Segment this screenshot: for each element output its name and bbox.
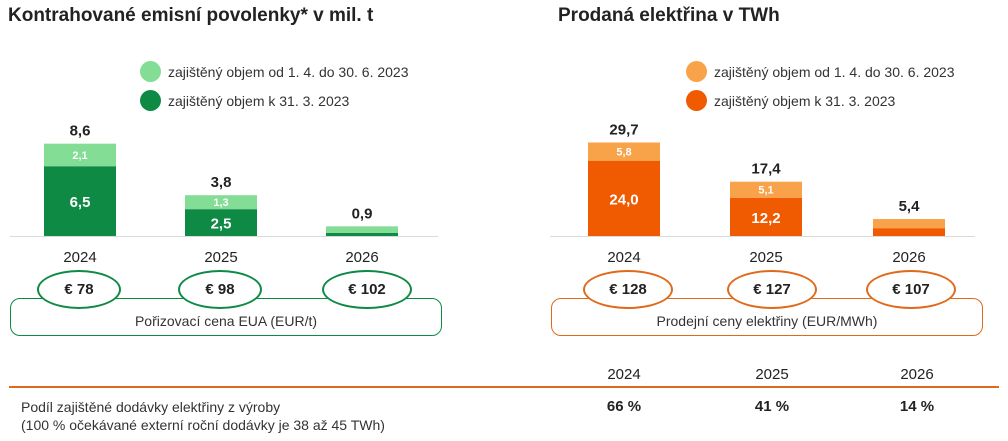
left-price-caption: Pořizovací cena EUA (EUR/t) bbox=[134, 313, 318, 329]
legend-dot-light-orange-icon bbox=[686, 61, 707, 82]
table-year-2026: 2026 bbox=[900, 366, 934, 383]
table-value-2026: 14 % bbox=[899, 398, 935, 415]
right-total-label-2025: 17,4 bbox=[751, 161, 781, 178]
right-x-tick-2025: 2025 bbox=[749, 249, 782, 266]
left-bar-label-2024-series-1: 2,1 bbox=[72, 150, 87, 162]
left-stacked-bar-chart: 6,5 2,1 8,6 2024 2,5 1,3 3,8 2025 0,9 2026 bbox=[10, 123, 438, 266]
left-bar-label-2024-series-0: 6,5 bbox=[70, 194, 91, 211]
right-chart-title: Prodaná elektřina v TWh bbox=[558, 5, 780, 26]
right-total-label-2026: 5,4 bbox=[899, 198, 921, 215]
right-bar-2024-series-1 bbox=[588, 142, 660, 161]
right-price-2024: € 128 bbox=[583, 270, 673, 309]
left-price-2026: € 102 bbox=[322, 270, 412, 309]
right-legend-item-old: zajištěný objem k 31. 3. 2023 bbox=[686, 90, 895, 111]
right-legend-label-old: zajištěný objem k 31. 3. 2023 bbox=[714, 92, 896, 109]
left-bar-2024-series-0 bbox=[44, 166, 116, 236]
right-bar-2024-series-0 bbox=[588, 160, 660, 236]
legend-dot-dark-green-icon bbox=[140, 90, 161, 111]
left-bar-2025-series-0 bbox=[185, 209, 257, 236]
table-row-label: Podíl zajištěné dodávky elektřiny z výro… bbox=[21, 399, 281, 415]
left-price-2025: € 98 bbox=[178, 270, 262, 309]
right-price-2025: € 127 bbox=[727, 270, 817, 309]
table-year-2024: 2024 bbox=[607, 366, 641, 383]
right-bar-label-2024-series-0: 24,0 bbox=[609, 191, 638, 208]
right-bar-2026-series-1 bbox=[873, 219, 945, 229]
right-price-2026: € 107 bbox=[866, 270, 956, 309]
right-stacked-bar-chart: 24,0 5,8 29,7 2024 12,2 5,1 17,4 2025 5,4 2026 bbox=[550, 121, 975, 266]
table-value-2024: 66 % bbox=[606, 398, 642, 415]
left-total-label-2026: 0,9 bbox=[352, 205, 373, 222]
right-bar-label-2025-series-0: 12,2 bbox=[751, 210, 780, 227]
left-legend-label-old: zajištěný objem k 31. 3. 2023 bbox=[168, 92, 350, 109]
right-bar-2025-series-0 bbox=[730, 197, 802, 236]
left-bar-2026-series-0 bbox=[326, 232, 398, 236]
right-x-tick-2024: 2024 bbox=[607, 249, 640, 266]
left-legend-item-new: zajištěný objem od 1. 4. do 30. 6. 2023 bbox=[140, 61, 409, 82]
legend-dot-dark-orange-icon bbox=[686, 90, 707, 111]
table-separator-line bbox=[9, 386, 999, 388]
left-x-tick-2025: 2025 bbox=[204, 249, 237, 266]
right-bar-2026-series-0 bbox=[873, 228, 945, 236]
table-value-2025: 41 % bbox=[754, 398, 790, 415]
right-bar-label-2024-series-1: 5,8 bbox=[616, 147, 631, 159]
right-bar-2025-series-1 bbox=[730, 181, 802, 198]
table-row-note: (100 % očekávané externí roční dodávky j… bbox=[21, 417, 385, 433]
left-total-label-2024: 8,6 bbox=[70, 123, 91, 140]
legend-dot-light-green-icon bbox=[140, 61, 161, 82]
right-legend-item-new: zajištěný objem od 1. 4. do 30. 6. 2023 bbox=[686, 61, 955, 82]
left-bar-2024-series-1 bbox=[44, 143, 116, 167]
right-price-caption: Prodejní ceny elektřiny (EUR/MWh) bbox=[656, 313, 878, 329]
left-legend-item-old: zajištěný objem k 31. 3. 2023 bbox=[140, 90, 349, 111]
right-legend-label-new: zajištěný objem od 1. 4. do 30. 6. 2023 bbox=[714, 63, 955, 80]
left-bar-label-2025-series-1: 1,3 bbox=[213, 197, 228, 209]
left-price-2024: € 78 bbox=[37, 270, 121, 309]
left-x-tick-2026: 2026 bbox=[345, 249, 378, 266]
left-legend-label-new: zajištěný objem od 1. 4. do 30. 6. 2023 bbox=[168, 63, 409, 80]
table-year-2025: 2025 bbox=[755, 366, 789, 383]
right-total-label-2024: 29,7 bbox=[609, 121, 638, 138]
left-bar-2026-series-1 bbox=[326, 226, 398, 233]
right-x-tick-2026: 2026 bbox=[892, 249, 925, 266]
left-total-label-2025: 3,8 bbox=[211, 174, 232, 191]
left-chart-title: Kontrahované emisní povolenky* v mil. t bbox=[8, 5, 374, 26]
left-bar-label-2025-series-0: 2,5 bbox=[211, 216, 232, 233]
right-bar-label-2025-series-1: 5,1 bbox=[758, 185, 773, 197]
left-x-tick-2024: 2024 bbox=[63, 249, 96, 266]
left-bar-2025-series-1 bbox=[185, 195, 257, 210]
